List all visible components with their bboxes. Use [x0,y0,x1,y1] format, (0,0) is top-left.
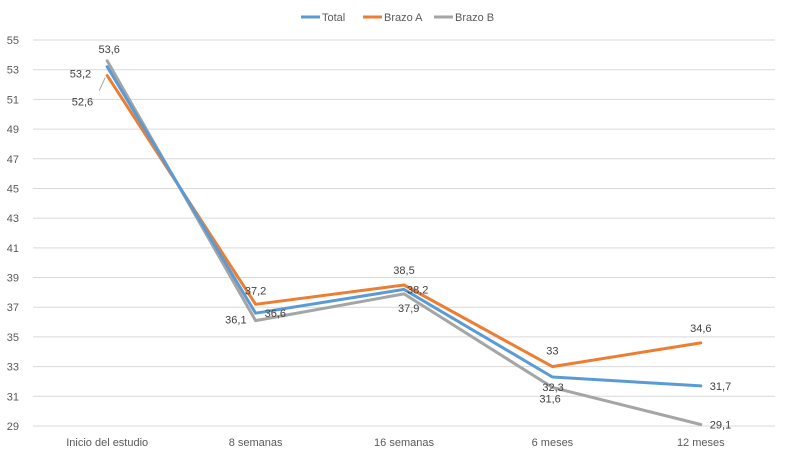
data-label: 32,3 [542,382,563,394]
data-label: 29,1 [710,420,731,432]
label-leader-line [98,77,106,91]
y-tick-label: 33 [7,362,19,374]
data-point [551,365,554,368]
y-tick-label: 31 [7,391,19,403]
data-label: 52,6 [72,97,93,109]
data-label: 31,7 [710,381,731,393]
data-point [254,303,257,306]
y-tick-label: 45 [7,183,19,195]
data-point [551,375,554,379]
data-label: 33 [546,346,558,358]
data-point [699,384,702,388]
data-label: 38,5 [393,265,414,277]
legend-label: Brazo B [455,12,494,24]
data-label: 31,6 [539,393,560,405]
legend-label: Total [322,12,345,24]
y-tick-label: 53 [7,65,19,77]
y-tick-label: 43 [7,213,19,225]
data-label: 53,6 [98,44,119,56]
x-tick-label: 6 meses [532,437,574,449]
y-tick-label: 41 [7,243,19,255]
y-tick-label: 35 [7,332,19,344]
data-label: 34,6 [690,323,711,335]
data-point [402,292,406,296]
legend: Total Brazo A Brazo B [301,12,494,24]
series-line-brazo-b [105,59,703,426]
series-line-brazo-a [105,74,703,369]
y-tick-label: 29 [7,421,19,433]
legend-label: Brazo A [384,12,423,24]
data-label: 53,2 [70,69,91,81]
data-point [106,65,109,68]
data-label: 36,1 [225,315,246,327]
data-point [402,288,406,291]
x-tick-label: Inicio del estudio [66,437,148,449]
y-tick-label: 51 [7,94,19,106]
y-tick-label: 49 [7,124,19,136]
data-point [254,319,257,322]
data-point [699,341,702,345]
data-point [402,283,406,287]
series-lines [105,59,703,426]
data-labels: 53,2 36,6 38,2 32,3 31,7 52,6 37,2 38,5 33 34,6 53… [70,44,731,432]
data-label: 37,9 [398,303,419,315]
data-label: 38,2 [407,284,428,296]
x-tick-label: 8 semanas [229,437,283,449]
data-label: 36,6 [265,308,286,320]
axes: 29 31 33 35 37 39 41 43 45 47 49 51 53 55 Inicio del e… [7,35,775,449]
gridlines [33,39,775,397]
x-tick-label: 16 semanas [374,437,434,449]
series-line-total [105,65,703,388]
data-point [106,59,109,62]
data-label: 37,2 [245,285,266,297]
y-tick-label: 37 [7,302,19,314]
data-point [699,423,702,426]
x-tick-label: 12 meses [677,437,725,449]
y-tick-label: 55 [7,35,19,47]
data-point [106,74,109,77]
data-point [254,311,257,315]
data-point [551,386,554,389]
y-tick-label: 47 [7,154,19,166]
y-tick-label: 39 [7,273,19,285]
